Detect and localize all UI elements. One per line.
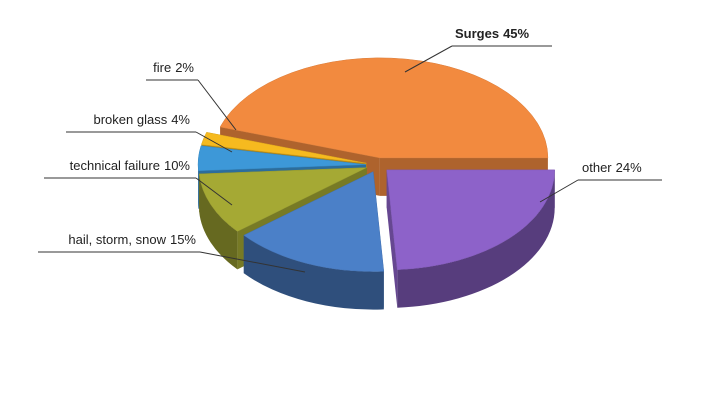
slice-rim xyxy=(199,173,238,270)
slice-rim xyxy=(397,169,555,308)
slice-label: fire 2% xyxy=(153,60,194,75)
slice xyxy=(197,145,367,172)
slice xyxy=(386,169,555,270)
category-label: hail, storm, snow xyxy=(68,232,166,247)
leader-line xyxy=(404,45,453,73)
slice xyxy=(219,57,549,159)
category-label: broken glass xyxy=(93,112,167,127)
slice-label: broken glass 4% xyxy=(93,112,190,127)
leader-line xyxy=(195,177,233,206)
leader-line xyxy=(199,251,306,273)
leader-line xyxy=(197,79,237,131)
slice-rim xyxy=(243,235,384,310)
value-label: 4% xyxy=(171,112,190,127)
category-label: Surges xyxy=(455,26,499,41)
value-label: 45% xyxy=(503,26,529,41)
value-label: 15% xyxy=(170,232,196,247)
slice xyxy=(198,167,367,232)
value-label: 2% xyxy=(175,60,194,75)
slice-label: technical failure 10% xyxy=(70,158,191,173)
leader-line xyxy=(539,179,579,203)
value-label: 24% xyxy=(616,160,642,175)
category-label: technical failure xyxy=(70,158,160,173)
category-label: other xyxy=(582,160,612,175)
slice-label: other 24% xyxy=(582,160,642,175)
slice-label: hail, storm, snow 15% xyxy=(68,232,196,247)
leader-line xyxy=(195,131,233,153)
slice xyxy=(243,171,385,272)
slice xyxy=(201,132,367,164)
category-label: fire xyxy=(153,60,171,75)
value-label: 10% xyxy=(164,158,190,173)
slice-label: Surges 45% xyxy=(455,26,530,41)
slice-side xyxy=(386,169,398,308)
